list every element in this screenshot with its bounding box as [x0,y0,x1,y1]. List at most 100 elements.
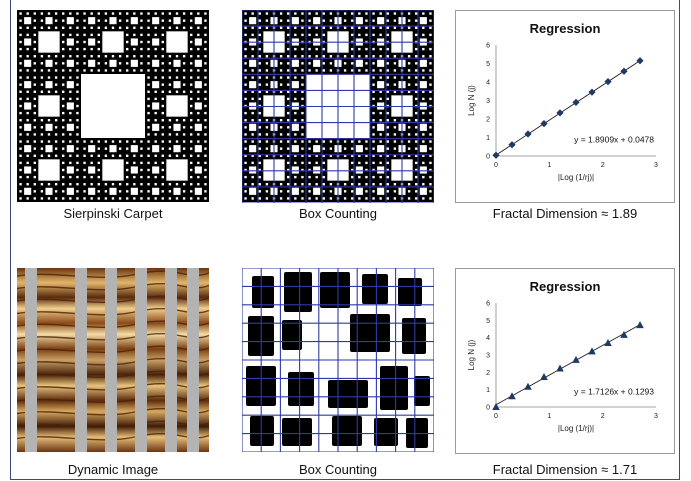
carpet-hole [133,175,136,179]
carpet-hole [301,197,304,200]
carpet-hole [429,97,432,101]
carpet-hole [322,26,325,29]
carpet-hole [47,69,51,72]
carpet-hole [130,166,138,174]
carpet-hole [40,83,44,86]
carpet-hole [265,69,269,72]
carpet-hole [69,97,72,101]
carpet-hole [147,104,150,108]
carpet-hole [190,12,193,15]
carpet-hole [33,161,36,165]
carpet-hole [308,12,311,15]
carpet-hole [154,161,157,165]
carpet-hole [168,12,172,15]
carpet-hole [26,111,29,115]
carpet-hole [140,183,143,186]
carpet-hole [182,83,186,86]
carpet-hole [97,40,100,44]
caption-fractal-dimension-1: Fractal Dimension ≈ 1.89 [492,206,638,221]
carpet-hole [251,140,254,143]
carpet-hole [377,59,385,67]
data-point [588,88,596,96]
carpet-hole [422,140,425,143]
carpet-hole [251,90,254,93]
carpet-hole [372,76,375,79]
carpet-hole [419,81,427,89]
carpet-holes [19,12,207,200]
carpet-hole [161,133,164,136]
carpet-hole [358,12,361,15]
carpet-hole [33,175,36,179]
carpet-hole [76,90,79,93]
carpet-hole [301,119,304,122]
carpet-hole [291,81,299,89]
carpet-hole [351,154,354,157]
carpet-hole [126,62,129,65]
carpet-hole [422,97,425,101]
y-axis-label: Log N (j) [467,85,476,116]
carpet-hole [415,33,418,37]
carpet-hole [76,69,79,72]
carpet-hole [415,190,418,193]
carpet-hole [45,145,53,153]
carpet-hole [66,59,74,67]
carpet-hole [301,97,304,101]
carpet-hole [258,175,261,179]
carpet-hole [379,69,382,72]
carpet-hole [415,183,418,186]
carpet-hole [197,140,200,143]
carpet-hole [258,69,261,72]
carpet-hole [301,111,304,115]
carpet-hole [365,62,368,65]
carpet-hole [358,69,361,72]
carpet-hole [372,161,375,165]
carpet-hole [379,76,382,79]
carpet-hole [204,183,207,186]
carpet-hole [190,47,193,51]
carpet-hole [104,62,108,65]
carpet-hole [152,17,160,25]
carpet-hole [386,12,389,15]
carpet-hole [190,161,193,165]
carpet-hole [244,47,247,51]
gray-stripes [25,268,199,452]
carpet-hole [197,47,200,51]
carpet-hole [322,168,325,172]
carpet-hole [258,97,261,101]
carpet-hole [377,17,385,25]
y-tick-label: 0 [486,405,490,412]
carpet-hole [69,33,72,37]
carpet-hole [422,55,425,58]
carpet-hole [343,154,347,157]
carpet-hole [279,12,283,15]
carpet-hole [372,154,375,157]
carpet-hole [175,90,179,93]
carpet-hole [54,126,58,129]
carpet-hole [126,190,129,193]
carpet-hole [322,190,325,193]
carpet-hole [190,76,193,79]
carpet-hole [62,47,65,51]
carpet-hole [45,59,53,67]
y-tick-label: 5 [486,61,490,68]
carpet-hole [90,197,93,200]
carpet-hole [175,76,179,79]
carpet-hole [422,90,425,93]
carpet-hole [168,119,172,122]
carpet-hole [118,62,122,65]
carpet-hole [83,69,86,72]
carpet-hole [147,161,150,165]
carpet-hole [279,197,283,200]
carpet-hole [161,97,164,101]
carpet-hole [197,111,200,115]
carpet-hole [315,154,318,157]
carpet-hole [161,12,164,15]
carpet-hole [47,55,51,58]
box-counting-dynamic-panel [241,267,435,453]
carpet-hole [377,187,385,195]
carpet-hole [308,197,311,200]
carpet-hole [147,83,150,86]
carpet-hole [76,97,79,101]
carpet-hole [62,55,65,58]
carpet-hole [40,90,44,93]
